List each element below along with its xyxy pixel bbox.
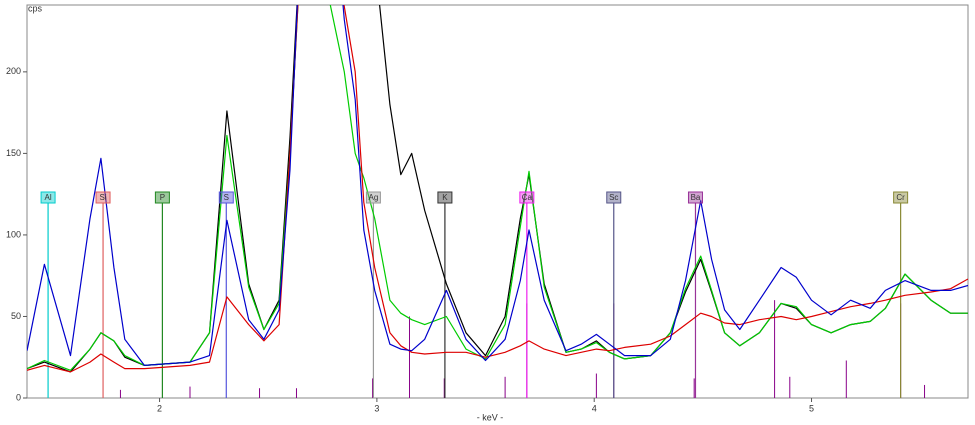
element-label: Ca [522,193,533,202]
element-label-box [95,191,111,204]
plot-frame [26,4,969,399]
y-tick-label: 50 [11,311,21,321]
x-tick-label: 4 [592,403,597,413]
spectrum-line [27,5,968,373]
x-tick-label: 3 [374,403,379,413]
element-label-box [687,191,703,204]
element-label-box [519,191,535,204]
element-label-box [437,191,453,204]
element-label-box [893,191,909,204]
x-tick-label: 2 [157,403,162,413]
spectrum-line [27,5,968,371]
element-label-box [606,191,622,204]
element-label: Ag [369,193,379,202]
element-label: P [160,193,165,202]
element-label: Ba [691,193,701,202]
element-label-box [154,191,170,204]
spectrum-line [27,5,968,373]
element-label-box [40,191,56,204]
element-label: Al [45,193,52,202]
y-tick-label: 100 [6,229,21,239]
element-label: Si [99,193,106,202]
y-tick-label: 150 [6,148,21,158]
plot-area [27,5,968,398]
element-label: Sc [609,193,618,202]
spectrum-line [27,5,968,366]
element-label-box [218,191,234,204]
y-tick-label: 200 [6,66,21,76]
element-label: K [442,193,448,202]
y-axis-label: cps [28,3,43,13]
y-tick-label: 0 [16,392,21,402]
element-label: Cr [896,193,905,202]
x-tick-label: 5 [809,403,814,413]
element-label-box [365,191,381,204]
x-axis-label: - keV - [477,412,504,422]
element-label: S [224,193,229,202]
